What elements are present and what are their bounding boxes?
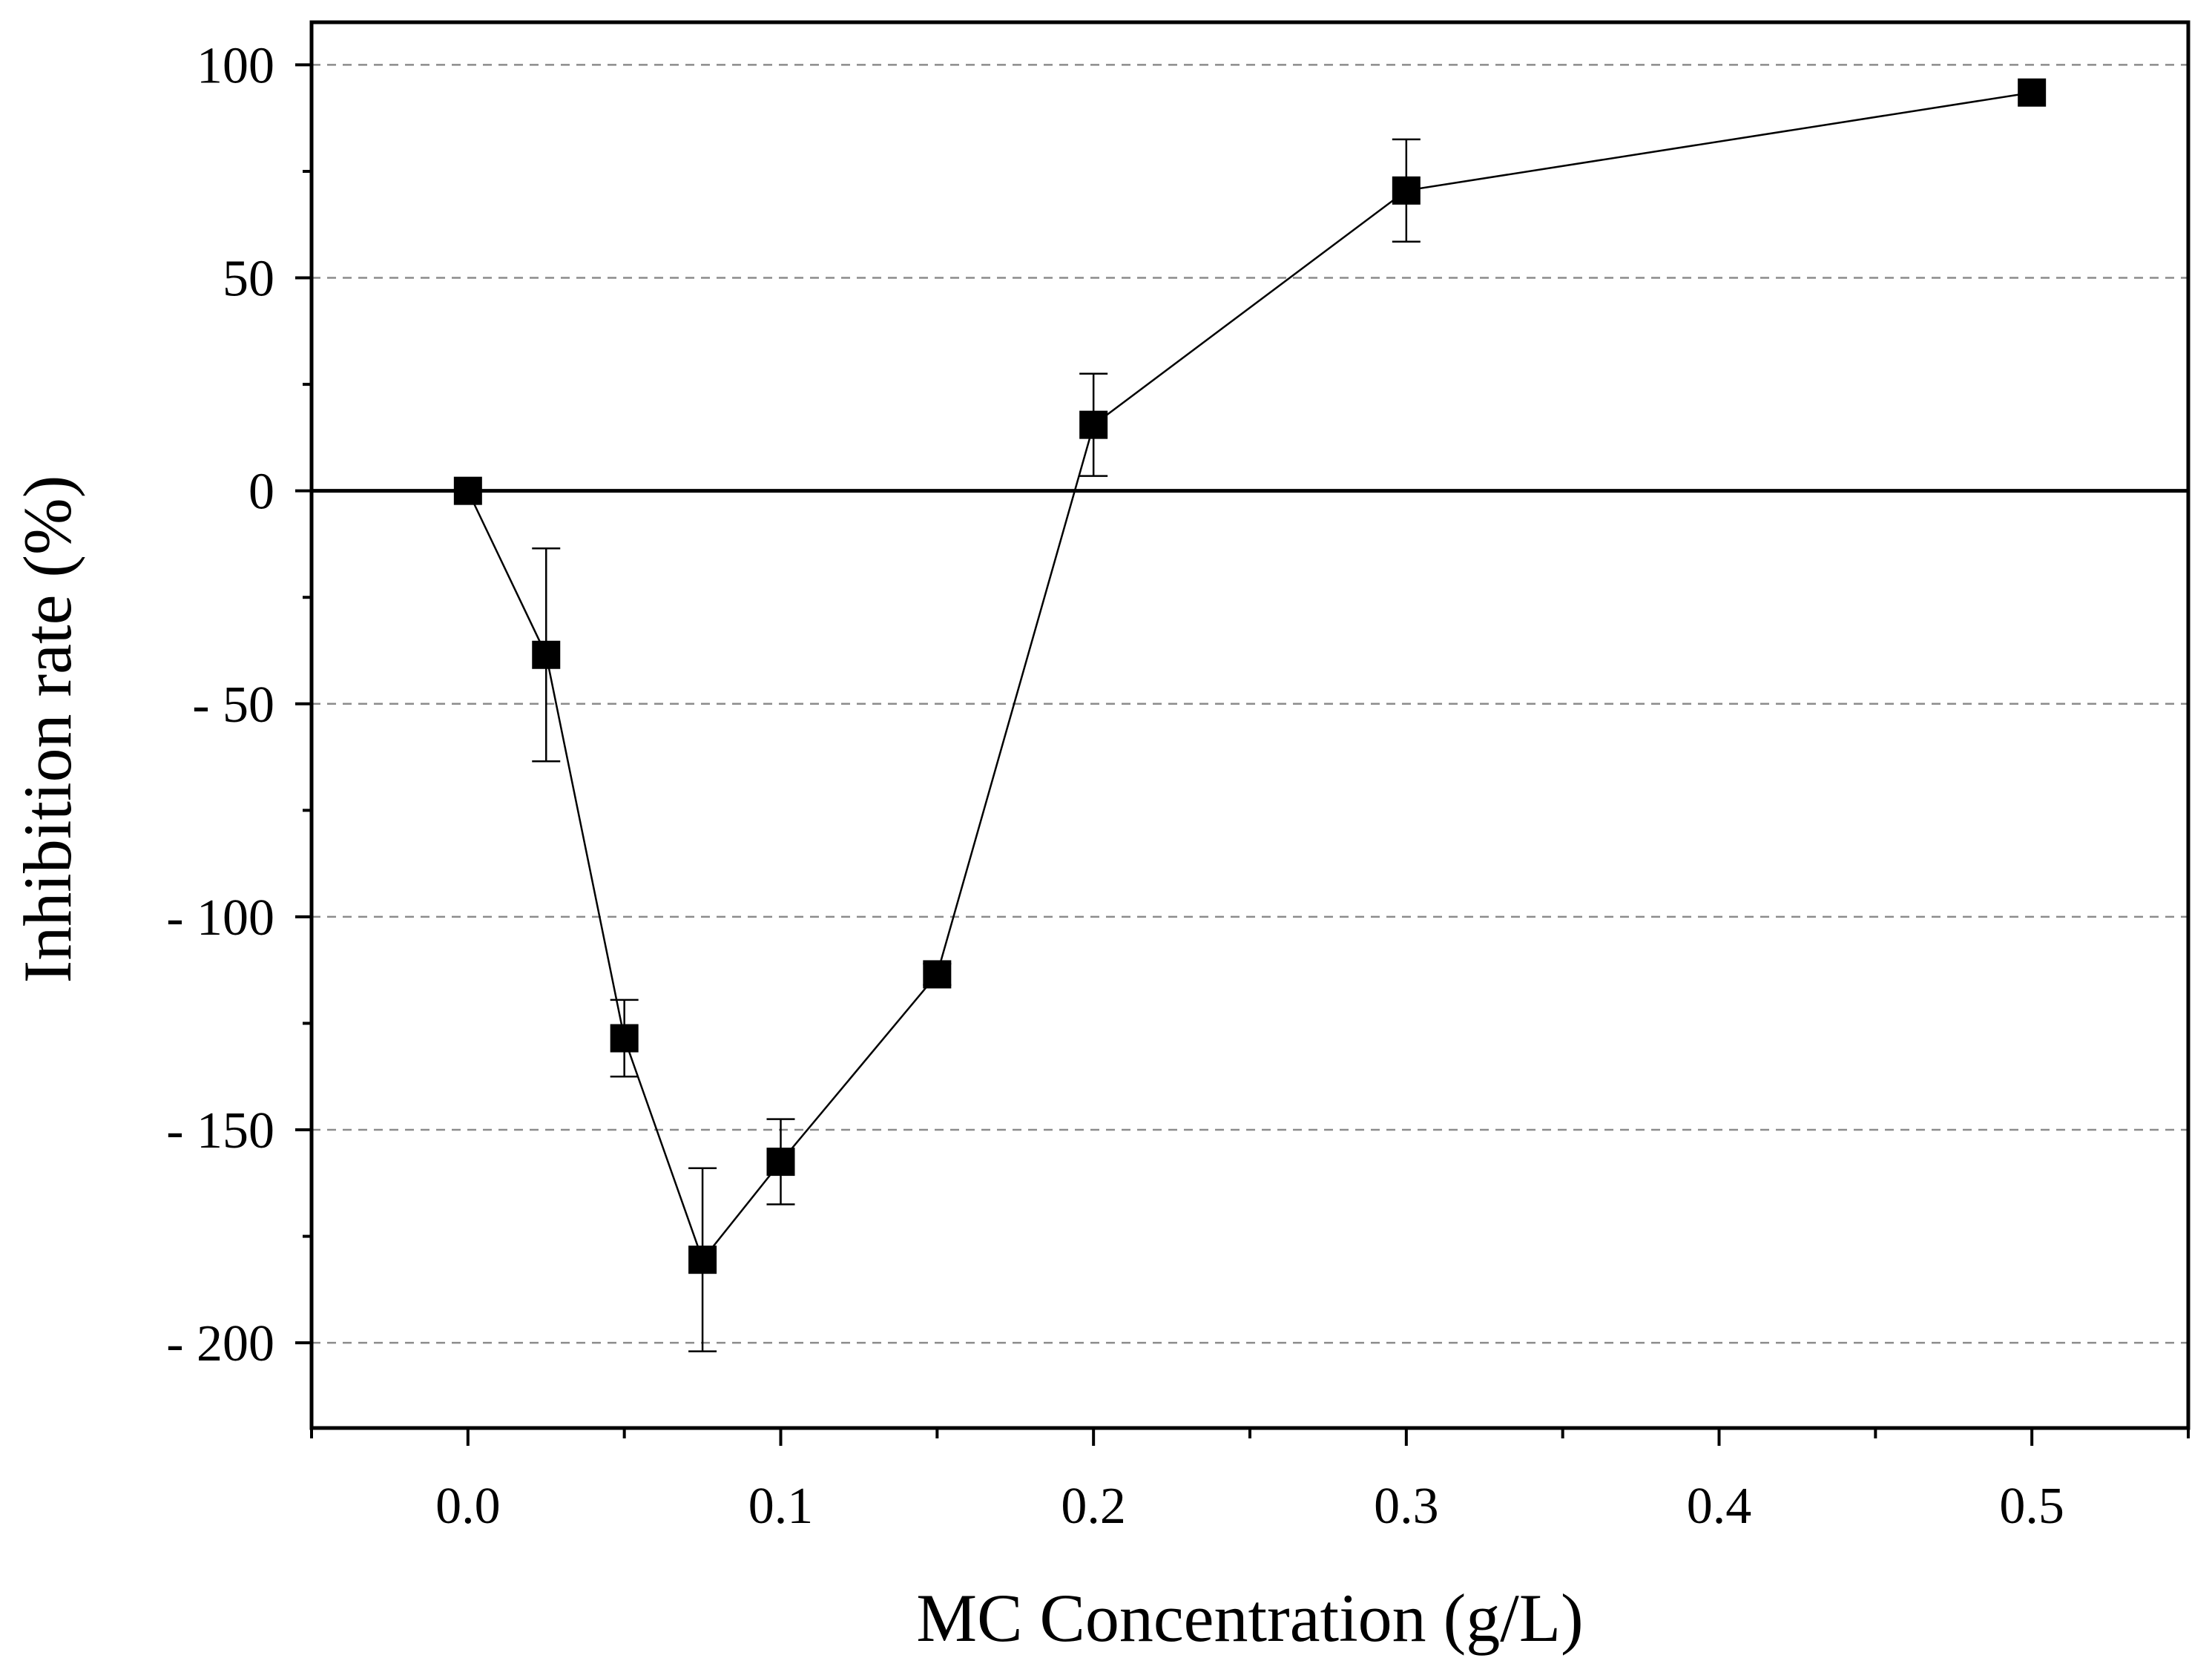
x-tick-label-3: 0.3 (1374, 1478, 1439, 1535)
data-point-3 (688, 1246, 717, 1274)
grid-lines (312, 64, 2188, 1344)
data-point-0 (453, 476, 482, 505)
y-tick-label-4: - 100 (166, 889, 274, 947)
data-point-4 (766, 1148, 795, 1177)
y-tick-label-1: 50 (223, 251, 274, 308)
data-point-8 (2018, 78, 2047, 107)
x-tick-label-2: 0.2 (1061, 1478, 1126, 1535)
data-point-6 (1079, 410, 1108, 439)
x-tick-label-0: 0.0 (435, 1478, 501, 1535)
y-axis-ticks: 100 50 0 - 50 - 100 - 150 - 200 (166, 37, 312, 1372)
x-axis-ticks: 0.0 0.1 0.2 0.3 0.4 0.5 (310, 1428, 2190, 1535)
x-tick-label-5: 0.5 (1999, 1478, 2064, 1535)
x-tick-label-4: 0.4 (1687, 1478, 1752, 1535)
data-point-7 (1392, 176, 1421, 205)
y-tick-label-3: - 50 (192, 677, 274, 734)
y-tick-label-6: - 200 (166, 1315, 274, 1372)
data-point-2 (610, 1024, 639, 1053)
y-tick-label-0: 100 (197, 37, 274, 94)
y-tick-label-5: - 150 (166, 1102, 274, 1159)
y-tick-label-2: 0 (248, 464, 274, 521)
x-tick-label-1: 0.1 (748, 1478, 814, 1535)
y-axis-label: Inhibition rate (%) (10, 476, 85, 984)
data-point-5 (923, 960, 952, 989)
data-point-1 (532, 640, 561, 669)
data-markers (453, 78, 2047, 1274)
x-axis-label: MC Concentration (g/L) (916, 1580, 1583, 1656)
